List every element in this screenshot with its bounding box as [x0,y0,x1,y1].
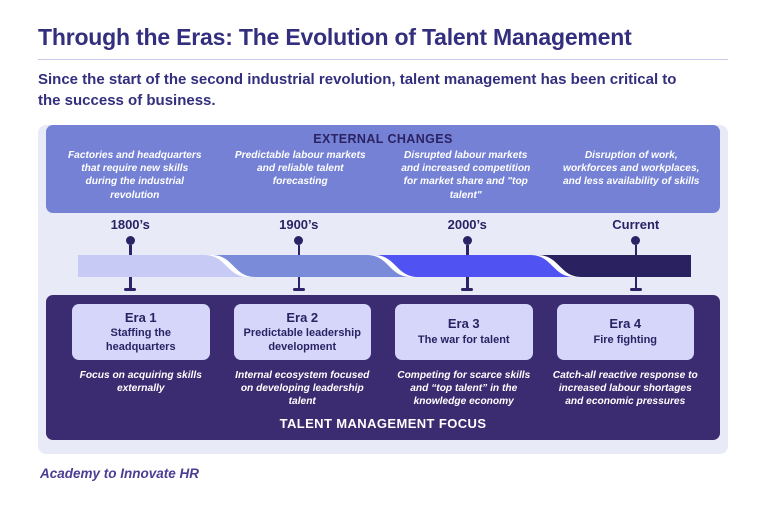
external-change-text-1800s: Factories and headquarters that require … [67,149,202,201]
era-descriptions-row: Focus on acquiring skills externally Int… [60,369,706,409]
era-card-4: Era 4 Fire fighting [556,303,694,360]
era-card-subtitle: Fire fighting [593,333,658,346]
external-changes-heading: EXTERNAL CHANGES [313,131,453,146]
era-card-1: Era 1 Staffing the headquarters [72,303,210,360]
timeline-period-1800s: 1800’s [46,217,215,255]
external-change-text-current: Disruption of work, workforces and workp… [563,149,700,188]
era-card-2: Era 2 Predictable leadership development [233,303,371,360]
tick-foot [461,287,474,291]
era-card-title: Era 2 [286,309,319,325]
timeline-period-2000s: 2000’s [383,217,552,255]
external-change-text-2000s: Disrupted labour markets and increased c… [401,149,531,201]
timeline-tick [552,276,721,291]
timeline-dot [294,235,304,245]
timeline-stem [129,244,132,255]
timeline-period-labels: 1800’s 1900’s 2000’s Current [46,217,720,255]
timeline-tick [46,276,215,291]
era-description-2: Internal ecosystem focused on developing… [235,369,370,408]
timeline-period-1900s: 1900’s [215,217,384,255]
era-description-3: Competing for scarce skills and “top tal… [397,369,531,408]
timeline-stem [466,244,469,255]
tick-stem [297,276,300,288]
timeline-tick [383,276,552,291]
era-card-title: Era 1 [124,309,157,325]
timeline-period-current: Current [552,217,721,255]
footer-credit: Academy to Innovate HR [40,465,200,481]
ribbon-segment-current [537,254,691,277]
era-description-4: Catch-all reactive response to increased… [552,369,698,408]
timeline-ribbon [78,254,691,277]
external-changes-columns: Factories and headquarters that require … [46,149,720,202]
tick-foot [124,287,137,291]
tick-stem [129,276,132,288]
title-divider [38,59,728,61]
external-change-item: Disruption of work, workforces and workp… [549,149,715,202]
era-card-subtitle: Predictable leadership development [243,327,361,353]
era-card-3: Era 3 The war for talent [395,303,533,360]
page-subtitle: Since the start of the second industrial… [38,71,677,110]
infographic-panel: EXTERNAL CHANGES Factories and headquart… [38,124,728,454]
timeline-dot [462,235,472,245]
timeline-dot [631,235,641,245]
era-card-subtitle: Staffing the headquarters [105,327,176,353]
external-change-item: Disrupted labour markets and increased c… [383,149,549,202]
external-change-item: Factories and headquarters that require … [52,149,218,202]
tick-foot [292,287,305,291]
tick-stem [466,276,469,288]
ribbon-segment-1900s [211,254,411,277]
tick-foot [629,287,642,291]
era-card-subtitle: The war for talent [417,333,510,346]
header: Through the Eras: The Evolution of Talen… [0,0,768,112]
period-label: 2000’s [447,216,487,232]
external-change-item: Predictable labour markets and reliable … [218,149,384,202]
page-title: Through the Eras: The Evolution of Talen… [38,24,632,50]
era-cards-row: Era 1 Staffing the headquarters Era 2 Pr… [60,303,706,360]
timeline-stem [634,244,637,255]
period-label: 1900’s [279,216,319,232]
era-description-1: Focus on acquiring skills externally [79,369,202,395]
external-changes-banner: EXTERNAL CHANGES Factories and headquart… [46,124,720,213]
era-card-title: Era 4 [609,316,642,332]
timeline: 1800’s 1900’s 2000’s Current [38,213,728,295]
timeline-ticks [46,276,721,291]
era-card-title: Era 3 [447,316,480,332]
tick-stem [634,276,637,288]
timeline-tick [215,276,384,291]
timeline-stem [297,244,300,255]
period-label: Current [612,216,660,232]
ribbon-segment-2000s [374,254,575,277]
timeline-dot [125,235,135,245]
talent-focus-box: Era 1 Staffing the headquarters Era 2 Pr… [46,294,720,440]
external-change-text-1900s: Predictable labour markets and reliable … [234,149,366,188]
talent-focus-heading: TALENT MANAGEMENT FOCUS [279,415,487,431]
ribbon-segment-1800s [78,254,249,277]
period-label: 1800’s [110,216,150,232]
